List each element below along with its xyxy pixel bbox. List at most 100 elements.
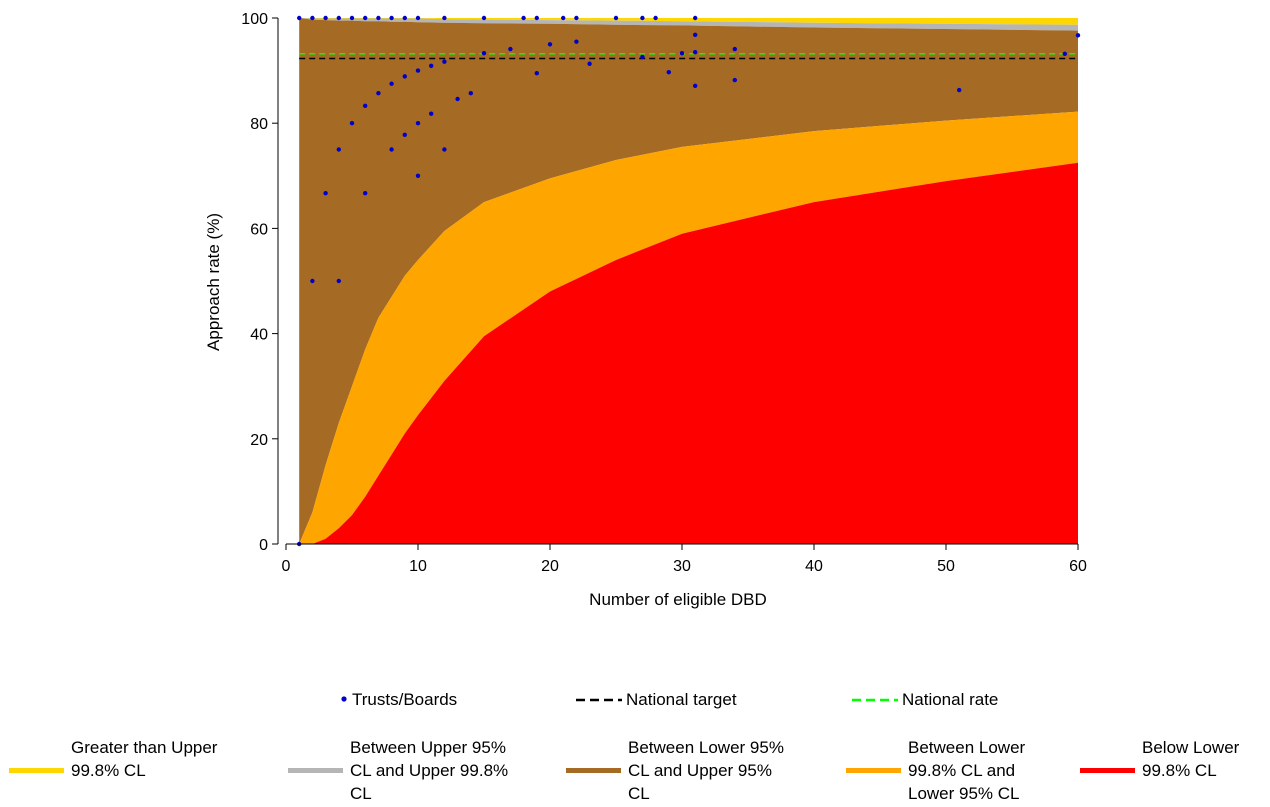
trust-point xyxy=(693,83,698,89)
trust-point xyxy=(653,15,658,21)
legend-swatch xyxy=(1080,768,1135,773)
trust-point xyxy=(376,15,381,21)
x-tick-label: 60 xyxy=(1069,558,1087,575)
trust-point xyxy=(640,54,645,60)
trust-point xyxy=(574,15,579,21)
legend-band-label: CL and Upper 99.8% xyxy=(350,761,508,780)
trust-point xyxy=(481,15,487,21)
band-lower-998-to-95 xyxy=(299,111,1078,544)
trust-point xyxy=(679,51,685,56)
legend-band-label: Between Lower xyxy=(908,738,1026,757)
x-tick-label: 50 xyxy=(937,558,955,575)
y-tick-label: 20 xyxy=(250,432,268,449)
trust-point xyxy=(521,15,526,21)
trust-point xyxy=(389,147,394,152)
legend-band-label: CL xyxy=(350,784,372,803)
legend-label: National rate xyxy=(902,690,998,709)
trust-point xyxy=(389,15,394,21)
trust-point xyxy=(415,15,421,21)
trust-point xyxy=(640,15,645,21)
x-axis-title: Number of eligible DBD xyxy=(589,590,767,609)
trust-point xyxy=(323,15,328,21)
legend-band-label: Below Lower xyxy=(1142,738,1240,757)
legend-band-label: Greater than Upper xyxy=(71,738,218,757)
trust-point xyxy=(693,32,698,38)
trust-points xyxy=(297,15,1081,547)
trust-point xyxy=(732,46,737,52)
legend-band-label: CL and Upper 95% xyxy=(628,761,772,780)
legend-dot-icon xyxy=(341,696,347,702)
trust-point xyxy=(587,61,592,66)
trust-point xyxy=(1062,51,1068,56)
x-tick-label: 0 xyxy=(282,558,291,575)
axes: 0 10 20 30 40 50 60 0 20 40 60 80 100 xyxy=(241,11,1087,575)
trust-point xyxy=(429,63,434,69)
trust-point xyxy=(547,42,553,47)
trust-point xyxy=(363,15,368,21)
legend-band-label: Lower 95% CL xyxy=(908,784,1020,803)
trust-point xyxy=(613,15,619,21)
trust-point xyxy=(402,74,407,79)
trust-point xyxy=(534,71,539,76)
legend-band-label: 99.8% CL xyxy=(71,761,146,780)
trust-point xyxy=(402,15,407,21)
y-axis-title: Approach rate (%) xyxy=(204,213,223,351)
trust-point xyxy=(561,15,566,21)
trust-point xyxy=(693,49,698,55)
legend-band-label: Between Upper 95% xyxy=(350,738,506,757)
legend-label: Trusts/Boards xyxy=(352,690,457,709)
legend-band-label: Between Lower 95% xyxy=(628,738,784,757)
trust-point xyxy=(376,91,381,96)
legend-band-label: 99.8% CL and xyxy=(908,761,1015,780)
trust-point xyxy=(349,121,355,126)
trust-point xyxy=(481,51,487,56)
trust-point xyxy=(666,69,671,75)
trust-point xyxy=(297,15,302,21)
x-tick-label: 30 xyxy=(673,558,691,575)
band-upper-95-to-998 xyxy=(299,18,1078,31)
band-lower-95-to-upper-95 xyxy=(299,18,1078,544)
legend-swatch xyxy=(566,768,621,773)
legend-band-label: CL xyxy=(628,784,650,803)
y-tick-label: 40 xyxy=(250,327,268,344)
legend-label: National target xyxy=(626,690,737,709)
trust-point xyxy=(310,15,315,21)
trust-point xyxy=(1075,33,1081,38)
funnel-bands xyxy=(299,18,1078,544)
legend-swatch xyxy=(9,768,64,773)
trust-point xyxy=(415,173,421,178)
trust-point xyxy=(957,87,962,93)
x-tick-label: 40 xyxy=(805,558,823,575)
trust-point xyxy=(349,15,355,21)
trust-point xyxy=(363,190,368,196)
trust-point xyxy=(693,15,698,21)
band-below-lower-998 xyxy=(299,162,1078,544)
trust-point xyxy=(415,121,421,126)
trust-point xyxy=(574,39,579,44)
y-tick-label: 0 xyxy=(259,537,268,554)
trust-point xyxy=(468,91,473,96)
trust-point xyxy=(402,132,407,137)
band-above-upper-998 xyxy=(299,18,1078,25)
trust-point xyxy=(363,103,368,109)
trust-point xyxy=(732,77,737,83)
trust-point xyxy=(534,15,539,21)
trust-point xyxy=(310,278,315,284)
trust-point xyxy=(415,68,421,73)
legend: Trusts/Boards National target National rat… xyxy=(9,690,1240,803)
y-tick-label: 80 xyxy=(250,116,268,133)
trust-point xyxy=(442,15,447,21)
legend-band-label: 99.8% CL xyxy=(1142,761,1217,780)
trust-point xyxy=(508,46,513,52)
trust-point xyxy=(336,15,341,21)
x-tick-label: 10 xyxy=(409,558,427,575)
legend-swatch xyxy=(288,768,343,773)
trust-point xyxy=(323,190,328,196)
trust-point xyxy=(336,147,341,152)
trust-point xyxy=(389,81,394,86)
trust-point xyxy=(455,96,460,102)
legend-swatch xyxy=(846,768,901,773)
y-tick-label: 100 xyxy=(241,11,268,28)
trust-point xyxy=(336,278,341,284)
